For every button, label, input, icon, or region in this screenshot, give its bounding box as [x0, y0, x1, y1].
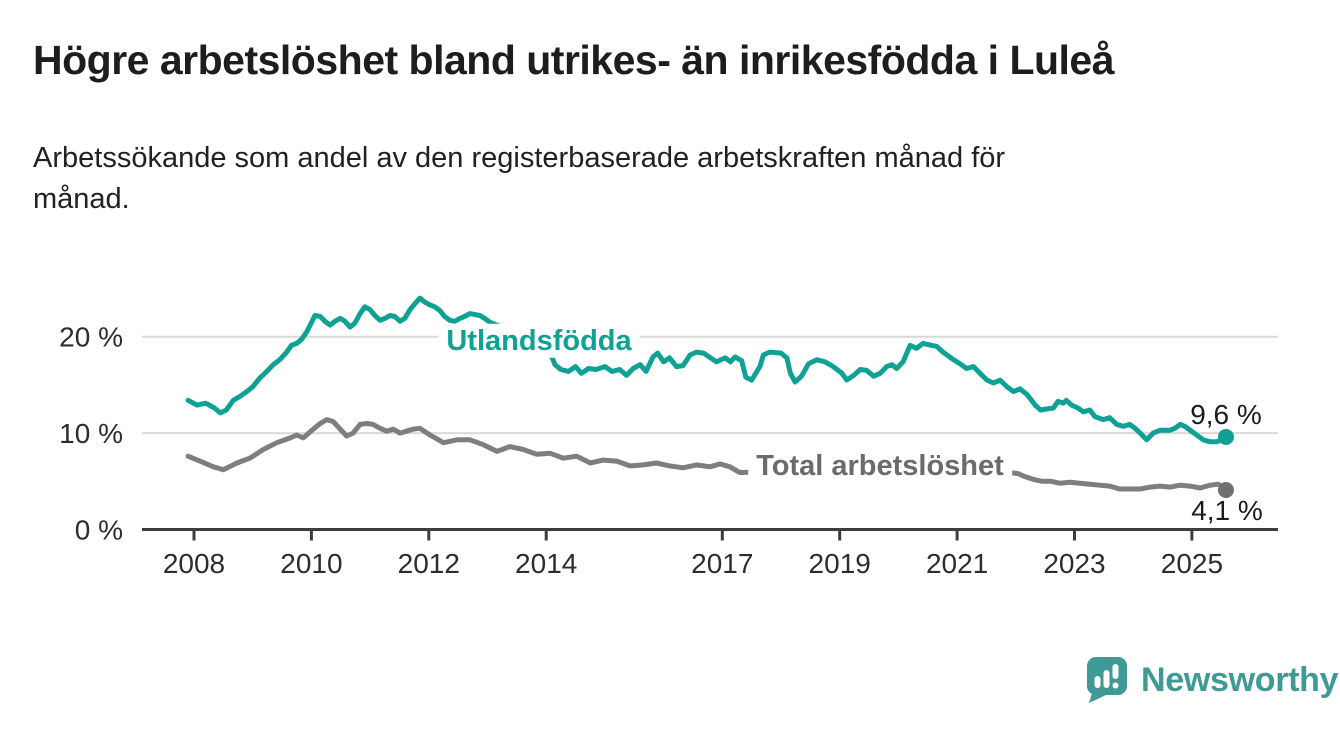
- newsworthy-logo-text: Newsworthy: [1141, 660, 1339, 699]
- newsworthy-logo-icon: [1087, 657, 1127, 703]
- page-title: Högre arbetslöshet bland utrikes- än inr…: [33, 37, 1115, 83]
- x-tick-label-2008: 2008: [163, 548, 225, 579]
- y-tick-label-0: 0 %: [75, 515, 123, 546]
- end-value-total-arbetsloshet: 4,1 %: [1191, 495, 1263, 526]
- x-tick-label-2014: 2014: [515, 548, 577, 579]
- x-tick-label-2019: 2019: [809, 548, 871, 579]
- x-tick-label-2023: 2023: [1043, 548, 1105, 579]
- series-line-total: [185, 417, 1229, 493]
- end-value-utlandsfodda: 9,6 %: [1190, 399, 1262, 430]
- y-tick-label-10: 10 %: [59, 418, 123, 449]
- y-tick-label-20: 20 %: [59, 322, 123, 353]
- x-tick-label-2021: 2021: [926, 548, 988, 579]
- series-label-utlandsfodda: Utlandsfödda: [438, 323, 640, 359]
- newsworthy-logo: Newsworthy: [1086, 656, 1339, 704]
- series-line-utlandsfodda: [185, 295, 1229, 445]
- x-tick-label-2025: 2025: [1161, 548, 1223, 579]
- x-tick-label-2012: 2012: [398, 548, 460, 579]
- chart-subtitle: Arbetssökande som andel av den registerb…: [33, 142, 1006, 215]
- series-label-total-arbetsloshet: Total arbetslöshet: [748, 448, 1012, 484]
- x-tick-label-2010: 2010: [280, 548, 342, 579]
- series-end-dot-utlandsfodda: [1217, 428, 1234, 445]
- x-tick-label-2017: 2017: [691, 548, 753, 579]
- series-end-dot-total: [1217, 481, 1234, 498]
